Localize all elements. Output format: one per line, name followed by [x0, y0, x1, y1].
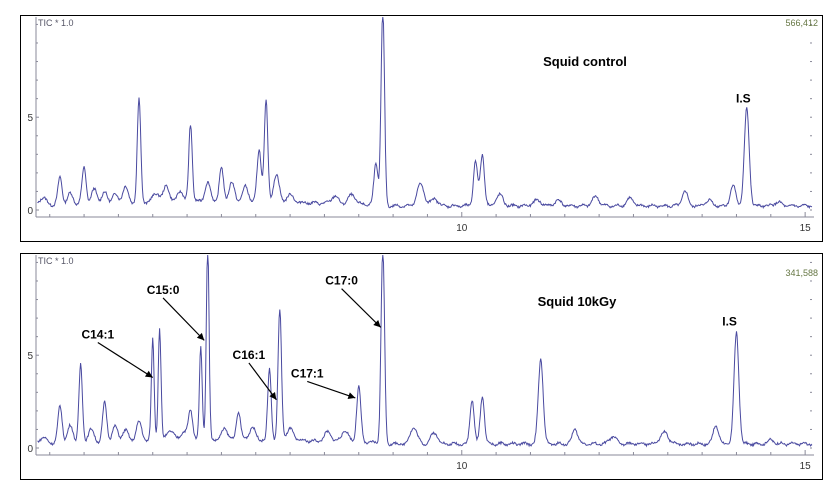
- peak-annotation-label: C14:1: [81, 328, 114, 342]
- scale-label: 566,412: [785, 18, 818, 28]
- x-tick-label: 10: [456, 461, 468, 472]
- annotation-arrow: [97, 342, 154, 378]
- y-tick-label: 5: [27, 351, 33, 362]
- panel-control-frame: [20, 15, 823, 242]
- tic-label: TIC * 1.0: [38, 18, 74, 28]
- annotation-arrowhead: [373, 319, 381, 328]
- annotation-arrowhead: [269, 392, 277, 400]
- annotation-arrowhead: [196, 332, 205, 341]
- annotation-arrow: [248, 362, 277, 401]
- peak-annotation-label: C16:1: [233, 348, 266, 362]
- panel-irradiated-frame: [20, 253, 823, 480]
- tic-label: TIC * 1.0: [38, 256, 74, 266]
- chart-title: Squid control: [543, 54, 627, 69]
- y-tick-label: 0: [27, 444, 33, 455]
- annotation-arrowhead: [144, 370, 153, 378]
- tic-trace: [37, 16, 813, 210]
- annotation-arrowhead: [347, 392, 356, 399]
- peak-annotation-label: C17:1: [291, 366, 324, 380]
- annotation-arrow: [162, 297, 205, 341]
- y-tick-label: 0: [27, 206, 33, 217]
- annotation-arrow: [307, 380, 356, 399]
- scale-label: 341,588: [785, 268, 818, 278]
- x-tick-label: 10: [456, 223, 468, 234]
- y-tick-label: 5: [27, 113, 33, 124]
- peak-annotation-label: I.S: [736, 91, 751, 105]
- tic-trace: [37, 254, 813, 448]
- chart-panel-control: 10 15 0 5 TIC * 1.0 566,412 Squid control I.S: [27, 16, 818, 234]
- chart-panel-10kgy: 10 15 0 5 TIC * 1.0 341,588 Squid 10kGy C14:1 C1…: [27, 254, 818, 472]
- peak-annotation-label: C15:0: [147, 283, 180, 297]
- x-tick-label: 15: [800, 223, 812, 234]
- x-tick-label: 15: [800, 461, 812, 472]
- peak-annotation-label: C17:0: [325, 274, 358, 288]
- annotation-arrow: [341, 288, 382, 328]
- peak-annotation-label: I.S: [722, 315, 737, 329]
- chart-title: Squid 10kGy: [538, 294, 618, 309]
